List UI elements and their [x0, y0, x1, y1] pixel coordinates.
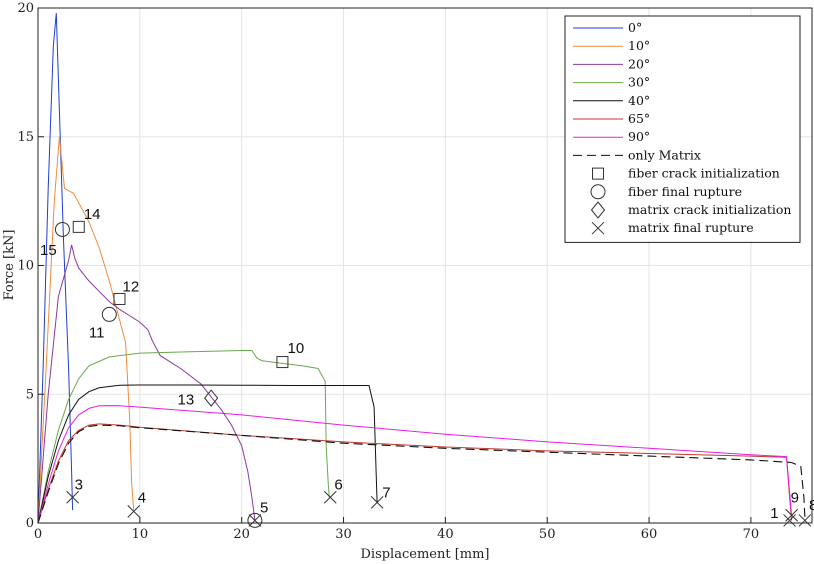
annotation-label: 8 [809, 497, 814, 514]
annotation-layer: 14 15 12 11 10 13 3 4 5 6 7 19 8 [40, 206, 814, 522]
marker-layer [54, 220, 812, 528]
annotation-label: 13 [178, 392, 195, 409]
legend-label: matrix crack initialization [628, 202, 791, 217]
marker-circle [54, 221, 70, 237]
legend-label: 65° [628, 111, 650, 126]
annotation-label: 7 [382, 484, 390, 501]
marker-square [113, 292, 126, 305]
x-tick-label: 60 [641, 527, 658, 542]
x-tick-label: 0 [34, 527, 42, 542]
legend-label: 20° [628, 56, 650, 71]
x-tick-label: 70 [743, 527, 760, 542]
y-tick-label: 5 [26, 387, 34, 402]
marker-diamond [203, 389, 219, 407]
legend-label: fiber crack initialization [628, 166, 780, 181]
y-tick-label: 15 [17, 130, 34, 145]
legend-label: 90° [628, 129, 650, 144]
marker-x [798, 514, 812, 527]
x-axis-label: Displacement [mm] [360, 547, 489, 562]
legend-label: only Matrix [628, 147, 701, 162]
x-tick-label: 50 [539, 527, 556, 542]
series-line-6 [37, 405, 793, 524]
y-tick-label: 10 [17, 259, 34, 274]
legend-marker-circle [590, 184, 606, 200]
series-line-4 [37, 384, 378, 524]
annotation-label: 6 [334, 477, 342, 494]
x-tick-label: 40 [437, 527, 454, 542]
annotation-label: 10 [288, 340, 305, 357]
legend-box [564, 15, 801, 243]
annotation-label: 9 [791, 489, 799, 506]
marker-x [785, 508, 798, 522]
series-line-5 [37, 423, 793, 524]
legend-label: 40° [628, 93, 650, 108]
x-tick-label: 20 [233, 527, 250, 542]
marker-circle [247, 512, 263, 528]
marker-square [276, 356, 289, 369]
annotation-label: 11 [89, 325, 105, 342]
legend-label: 10° [628, 38, 650, 53]
legend: 0° 10° 20° 30° 40° 65° 90° only Matrix fiber cra… [564, 15, 801, 243]
legend-label: fiber final rupture [628, 184, 742, 199]
series-line-7 [37, 424, 806, 524]
annotation-label: 3 [75, 477, 83, 494]
marker-x [127, 505, 141, 518]
marker-x [323, 490, 337, 504]
y-axis-label: Force [kN] [2, 230, 17, 301]
y-tick-label: 20 [17, 1, 34, 16]
tick-layer: 0 10 20 30 40 50 60 70 0 5 10 15 20 [17, 1, 759, 542]
annotation-label: 14 [84, 206, 101, 223]
series-layer [37, 13, 806, 524]
y-tick-label: 0 [26, 516, 34, 531]
marker-square [72, 220, 85, 233]
legend-label: matrix final rupture [628, 220, 754, 235]
annotation-label: 1 [770, 505, 778, 522]
marker-x [66, 490, 79, 504]
legend-label: 0° [628, 20, 642, 35]
marker-x [370, 496, 384, 509]
annotation-label: 5 [260, 500, 268, 517]
marker-x [248, 514, 262, 527]
marker-circle [101, 306, 117, 322]
legend-label: 30° [628, 75, 650, 90]
legend-marker-square [592, 167, 604, 180]
x-tick-label: 10 [132, 527, 149, 542]
x-tick-label: 30 [335, 527, 352, 542]
annotation-label: 15 [40, 242, 57, 259]
legend-marker-x [591, 221, 605, 235]
series-line-2 [37, 244, 256, 524]
marker-x [783, 514, 796, 527]
legend-marker-diamond [590, 201, 606, 219]
annotation-label: 12 [123, 278, 140, 295]
annotation-label: 4 [138, 489, 146, 506]
series-line-3 [37, 350, 330, 524]
series-line-1 [37, 136, 135, 524]
series-line-0 [37, 13, 74, 524]
